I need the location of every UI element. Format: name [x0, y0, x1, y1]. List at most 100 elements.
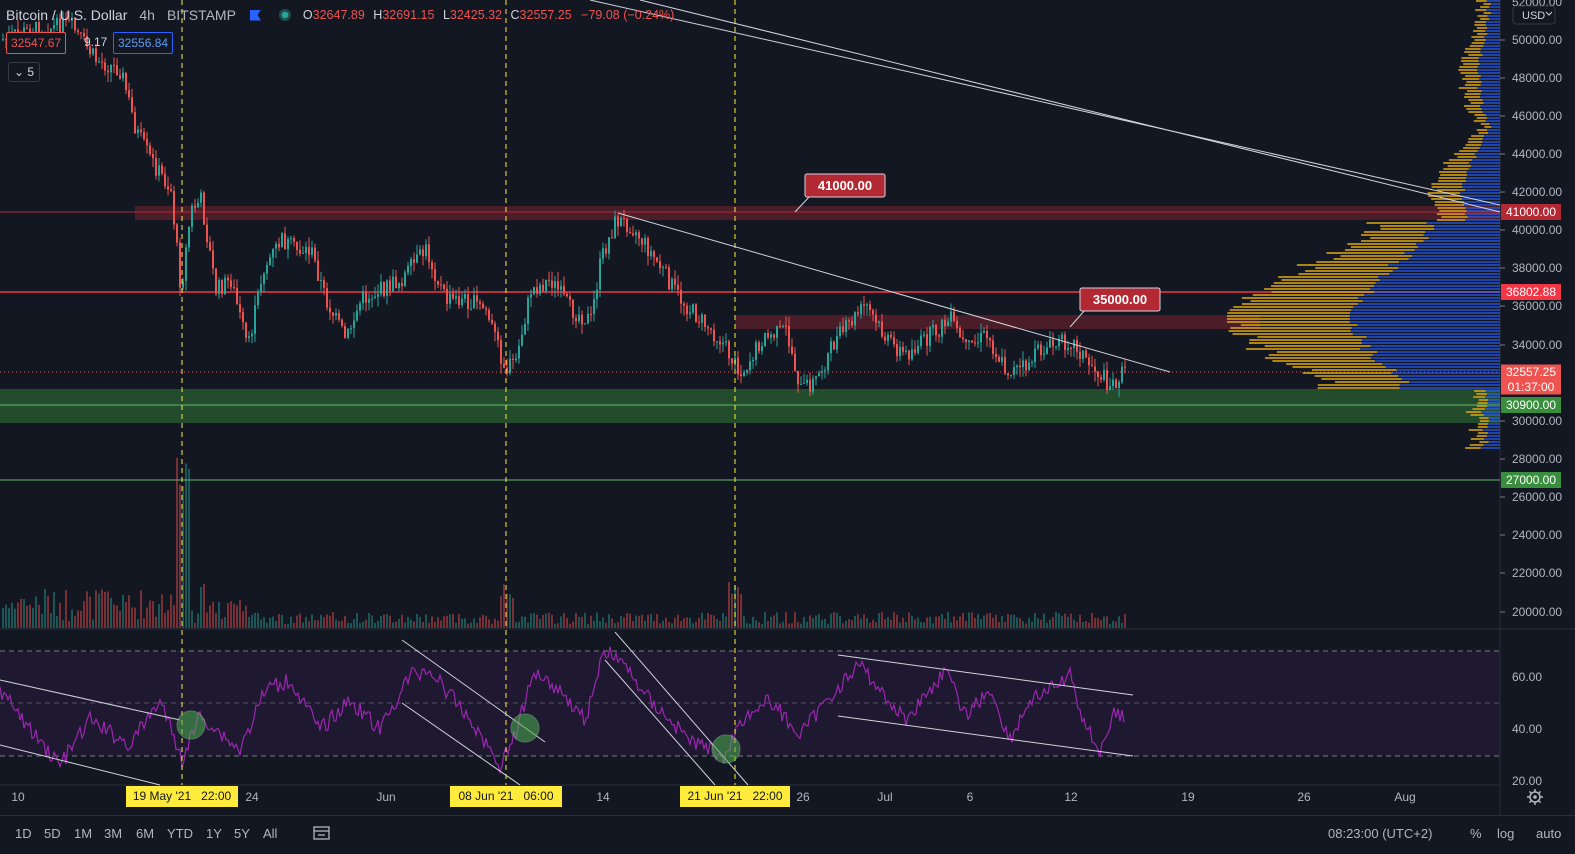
buy-price[interactable]: 32556.84	[113, 32, 174, 54]
date-tag-time: 06:00	[523, 789, 554, 803]
volume-bar	[1058, 613, 1060, 628]
volume-profile[interactable]	[1226, 0, 1500, 449]
callout-41000-box[interactable]	[804, 173, 886, 198]
price-chart[interactable]: 41000.00 35000.00 50000.00 48000.00 46000.…	[0, 0, 1575, 815]
candle-body	[254, 305, 256, 334]
time-tick-label: Jun	[376, 790, 395, 804]
volume-bar	[74, 616, 76, 628]
vp-bar-buy	[1483, 444, 1500, 446]
volume-bar	[35, 596, 37, 628]
volume-bar	[359, 623, 361, 628]
volume-bar	[989, 613, 991, 628]
vp-bar-sell	[1302, 372, 1392, 374]
volume-bar	[941, 613, 943, 628]
volume-bar	[779, 623, 781, 628]
range-3m[interactable]: 3M	[104, 826, 123, 841]
rsi-axis[interactable]: 60.00 40.00 20.00	[1512, 670, 1542, 788]
gear-icon[interactable]	[1527, 789, 1543, 805]
candlesticks[interactable]	[2, 11, 1126, 397]
rsi-circle-3[interactable]	[711, 734, 741, 764]
resistance-zone-41000[interactable]	[135, 206, 1500, 220]
percent-toggle[interactable]: %	[1470, 826, 1482, 841]
vp-bar-sell	[1438, 180, 1466, 182]
vp-bar-sell	[1480, 6, 1490, 8]
candle-body	[743, 372, 745, 376]
vp-bar-buy	[1474, 153, 1500, 155]
rsi-channel-1a[interactable]	[0, 679, 181, 721]
symbol-timeframe[interactable]: 4h	[139, 7, 155, 23]
rsi-channel-2b[interactable]	[401, 702, 521, 786]
vp-bar-buy	[1398, 267, 1500, 269]
rsi-channel-3b[interactable]	[604, 659, 716, 786]
range-1d[interactable]: 1D	[15, 826, 32, 841]
time-axis[interactable]: 10 24 Jun 14 26 Jul 6 12 19 26 Aug	[11, 790, 1415, 804]
vp-bar-buy	[1477, 150, 1500, 152]
sell-price[interactable]: 32547.67	[6, 32, 67, 54]
candle-body	[983, 330, 985, 333]
trendline-long-1[interactable]	[589, 0, 1501, 206]
vp-bar-buy	[1484, 408, 1500, 410]
chart-area[interactable]: 41000.00 35000.00 50000.00 48000.00 46000.…	[0, 0, 1575, 815]
volume-bar	[89, 596, 91, 628]
indicators-toggle[interactable]: ⌄ 5	[8, 62, 40, 82]
market-status-icon[interactable]	[278, 9, 291, 21]
rsi-circle-2[interactable]	[510, 713, 540, 743]
candle-body	[194, 205, 196, 208]
candle-body	[23, 27, 25, 37]
trendline-long-2[interactable]	[639, 0, 1501, 213]
vp-bar-buy	[1352, 333, 1500, 335]
rsi-channel-1b[interactable]	[0, 744, 161, 786]
range-ytd[interactable]: YTD	[167, 826, 193, 841]
candle-body	[182, 280, 184, 288]
clock[interactable]: 08:23:00 (UTC+2)	[1328, 826, 1433, 841]
vp-bar-sell	[1461, 60, 1479, 62]
rsi-channel-4a[interactable]	[837, 654, 1134, 696]
candle-body	[1043, 353, 1045, 356]
vp-bar-sell	[1360, 240, 1424, 242]
volume-bar	[854, 616, 856, 628]
rsi-channel-4b[interactable]	[837, 715, 1134, 757]
vp-bar-sell	[1470, 414, 1484, 416]
volume-bar	[971, 612, 973, 628]
vp-bar-buy	[1353, 306, 1500, 308]
symbol-name[interactable]: Bitcoin / U.S. Dollar	[6, 7, 128, 23]
candle-body	[614, 216, 616, 238]
range-5d[interactable]: 5D	[44, 826, 61, 841]
volume-bar	[698, 617, 700, 628]
symbol-legend[interactable]: Bitcoin / U.S. Dollar 4h BITSTAMP O32647…	[6, 4, 674, 26]
vp-bar-buy	[1350, 330, 1500, 332]
range-1y[interactable]: 1Y	[206, 826, 222, 841]
vp-bar-sell	[1351, 246, 1419, 248]
callout-35000-box[interactable]	[1079, 287, 1161, 312]
flag-icon[interactable]	[249, 9, 261, 21]
volume-bar	[815, 615, 817, 628]
candle-body	[944, 319, 946, 327]
trendline-descending[interactable]	[617, 212, 1171, 373]
volume-bar	[224, 617, 226, 628]
candle-body	[38, 21, 40, 38]
auto-toggle[interactable]: auto	[1536, 826, 1562, 841]
vp-bar-sell	[1440, 174, 1468, 176]
volume-bar	[455, 622, 457, 628]
vp-bar-buy	[1488, 420, 1500, 422]
support-zone-30900[interactable]	[0, 389, 1500, 423]
currency-selector[interactable]	[1512, 5, 1556, 25]
log-toggle[interactable]: log	[1497, 826, 1515, 841]
range-5y[interactable]: 5Y	[234, 826, 250, 841]
price-axis[interactable]: 50000.00 48000.00 46000.00 44000.00 42000.00…	[1500, 0, 1562, 619]
range-6m[interactable]: 6M	[136, 826, 155, 841]
volume-bar	[620, 615, 622, 628]
volume-bar	[1100, 620, 1102, 628]
range-1m[interactable]: 1M	[74, 826, 93, 841]
time-tick-label: 10	[11, 790, 25, 804]
vp-bar-sell	[1468, 429, 1483, 431]
candle-body	[623, 217, 625, 219]
rsi-circle-1[interactable]	[176, 710, 206, 740]
range-all[interactable]: All	[263, 826, 278, 841]
volume-bar	[1076, 622, 1078, 628]
candle-body	[371, 298, 373, 300]
date-range-icon[interactable]	[313, 825, 331, 841]
volume-bar	[485, 615, 487, 628]
vp-bar-sell	[1428, 195, 1461, 197]
vp-bar-buy	[1392, 270, 1500, 272]
